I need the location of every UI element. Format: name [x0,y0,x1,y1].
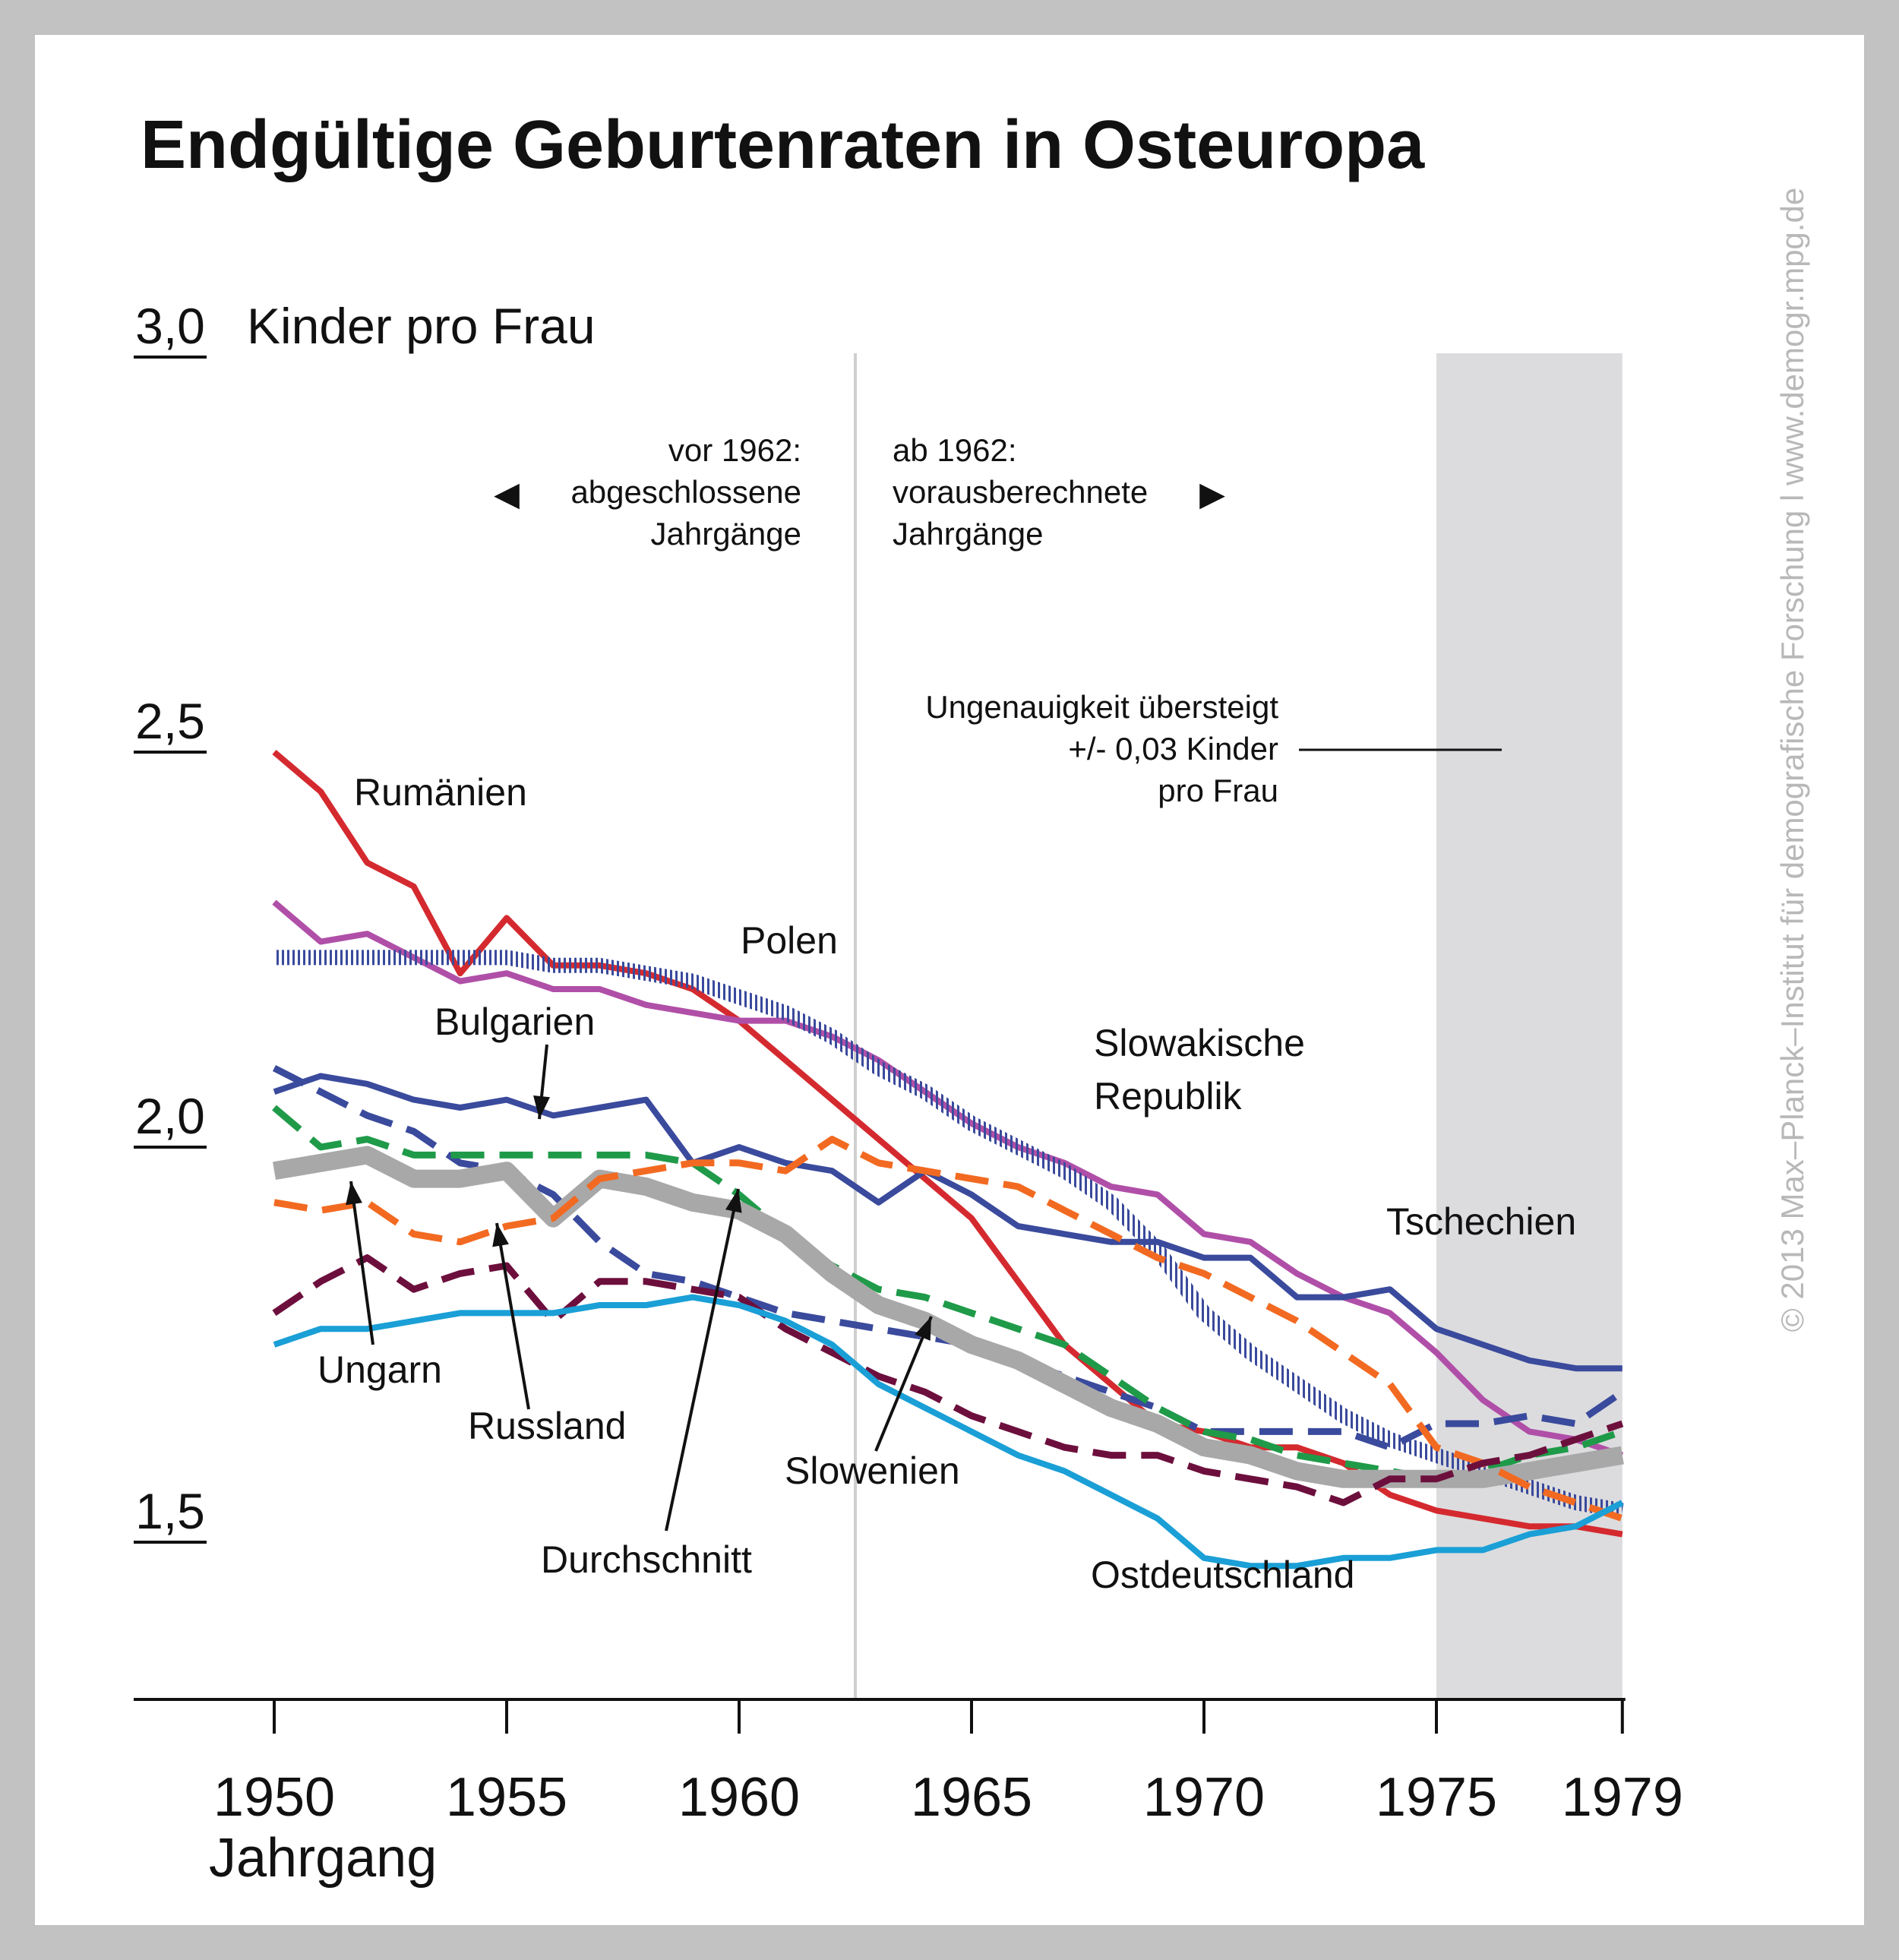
x-tick-label: 1955 [446,1767,567,1828]
uncertainty-band [1436,353,1623,1699]
series-line [273,1073,1623,1372]
series-label: Republik [1094,1075,1243,1118]
uncertainty-note-line: +/- 0,03 Kinder [1068,731,1278,767]
series-label: Bulgarien [434,1001,595,1043]
right-note-line: ab 1962: [893,432,1017,468]
series-line [272,1064,1625,1451]
series-label: Ungarn [318,1348,442,1391]
left-note-line: abgeschlossene [570,474,801,510]
series-label: Durchschnitt [541,1538,752,1581]
right-note-line: Jahrgänge [893,516,1044,552]
series-line [273,1136,1624,1522]
label-arrow [665,1188,740,1532]
y-tick-label: 2,0 [135,1088,205,1144]
arrow-head [915,1317,931,1341]
label-arrow [874,1316,933,1452]
x-tick-label: 1970 [1143,1767,1265,1828]
y-axis-title: Kinder pro Frau [247,298,596,354]
arrow-head [346,1181,362,1206]
y-tick-label: 3,0 [135,298,205,354]
series-label: Rumänien [354,771,527,814]
series-line [273,1294,1624,1570]
arrow-head [533,1095,550,1119]
x-tick-label: 1975 [1376,1767,1497,1828]
chart-title: Endgültige Geburtenraten in Osteuropa [141,107,1425,183]
right-note-line: vorausberechnete [893,474,1148,510]
background-layer [134,353,1626,1734]
left-note-line: Jahrgänge [651,516,802,552]
series-label: Russland [468,1405,626,1447]
series-label: Polen [741,919,838,962]
arrow-head [492,1223,509,1247]
series-label: Ostdeutschland [1091,1554,1354,1596]
arrow-head [725,1189,742,1213]
uncertainty-note-line: pro Frau [1158,773,1278,808]
text-layer: 1950 1955 1960 1965 1970 1975 1979 Jahrgang 1,5 2… [135,298,1683,1889]
x-tick-label: 1979 [1562,1767,1683,1828]
y-tick-label: 1,5 [135,1483,205,1539]
credit-text: © 2013 Max–Planck–Institut für demografi… [1774,187,1810,1332]
label-arrow [495,1222,530,1410]
series-line [274,950,1624,1519]
left-note-line: vor 1962: [668,432,801,468]
uncertainty-note-line: Ungenauigkeit übersteigt [925,689,1278,725]
series-layer [272,749,1625,1570]
series-label: Slowakische [1094,1022,1305,1064]
series-label: Slowenien [785,1449,960,1492]
x-axis-title: Jahrgang [209,1828,437,1889]
series-label: Tschechien [1386,1200,1576,1243]
series-line [272,1254,1624,1506]
series-line [272,749,1623,1538]
x-tick-label: 1965 [911,1767,1032,1828]
label-arrow [349,1181,374,1345]
x-tick-label: 1960 [678,1767,800,1828]
y-tick-label: 2,5 [135,693,205,749]
x-tick-label: 1950 [213,1767,335,1828]
right-arrow-glyph: ▶ [1199,476,1225,513]
left-arrow-glyph: ◀ [494,476,520,513]
